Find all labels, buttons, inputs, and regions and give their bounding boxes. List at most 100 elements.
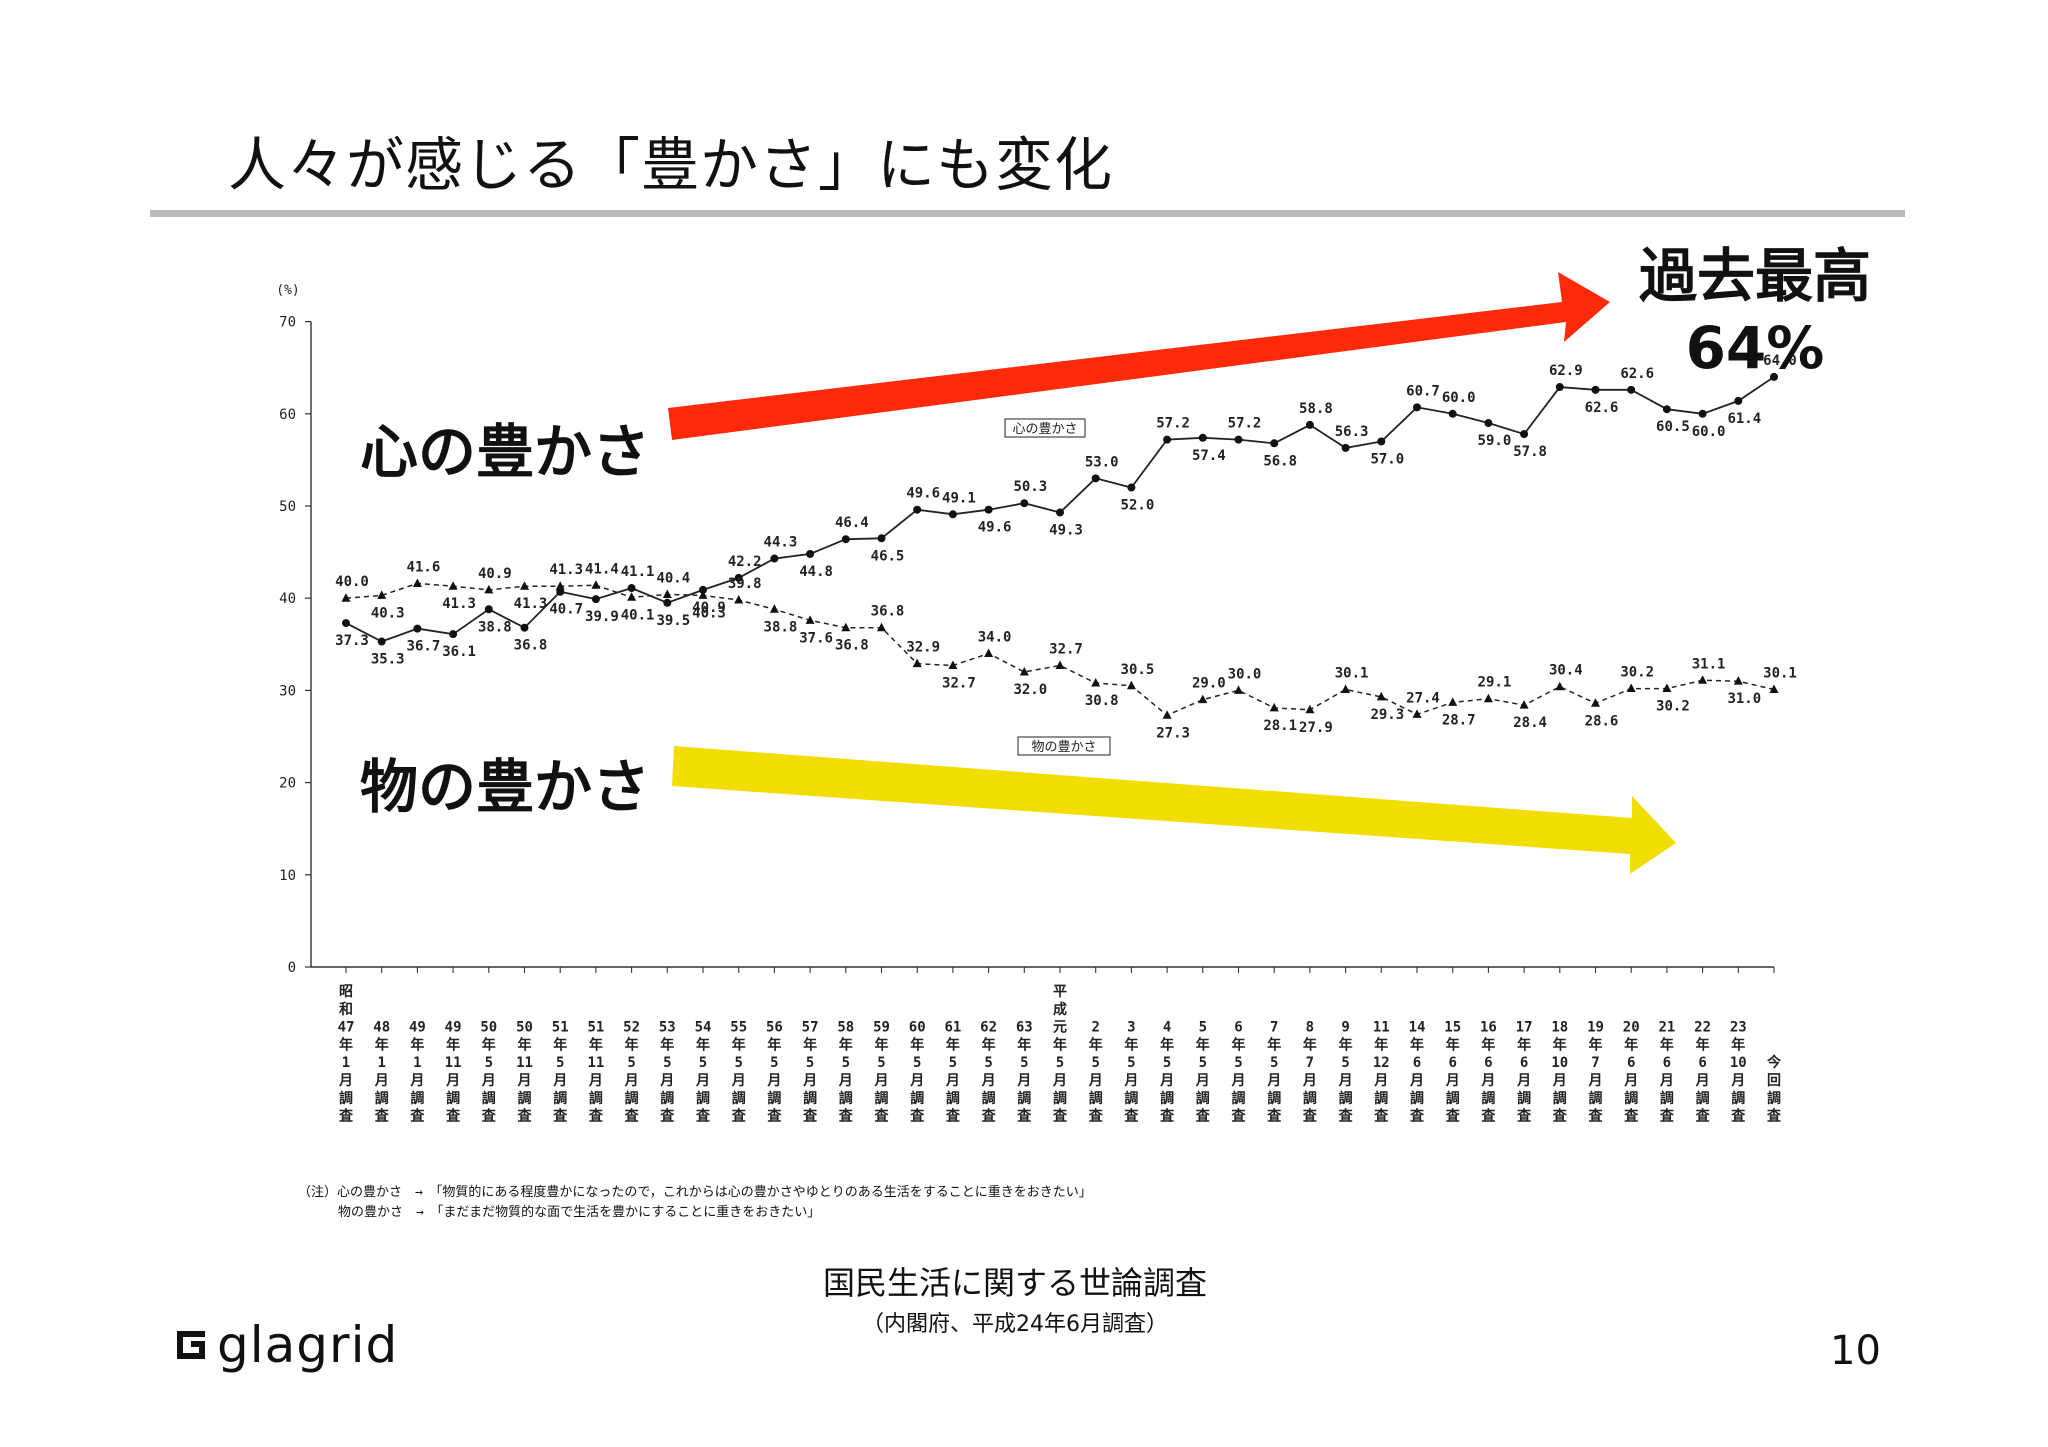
heart-richness-point <box>1163 435 1172 444</box>
company-logo: glagrid <box>175 1316 398 1374</box>
x-tick-label: 月 <box>1445 1073 1460 1089</box>
x-tick-label: 調 <box>1481 1090 1495 1107</box>
y-tick-label: 60 <box>279 407 296 423</box>
x-tick-label: 2 <box>1091 1020 1099 1036</box>
y-tick-label: 20 <box>279 776 296 792</box>
x-tick-label: 査 <box>1339 1108 1354 1125</box>
heart-richness-data-label: 56.3 <box>1335 424 1369 440</box>
heart-richness-data-label: 56.8 <box>1263 453 1297 469</box>
heart-richness-data-label: 57.0 <box>1370 451 1404 467</box>
x-tick-label: 年 <box>696 1036 710 1053</box>
x-tick-label: 調 <box>696 1090 710 1107</box>
x-tick-label: 年 <box>1660 1036 1674 1053</box>
goods-richness-point <box>412 578 422 587</box>
x-tick-label: 7 <box>1270 1020 1278 1036</box>
x-tick-label: 調 <box>732 1090 746 1107</box>
heart-richness-data-label: 38.8 <box>478 619 512 635</box>
heart-richness-data-label: 35.3 <box>371 652 405 668</box>
heart-richness-point <box>770 554 779 563</box>
x-tick-label: 調 <box>1267 1090 1281 1107</box>
x-tick-label: 月 <box>659 1073 674 1089</box>
heart-richness-point <box>520 623 529 632</box>
goods-richness-data-label: 30.1 <box>1763 665 1797 681</box>
x-tick-label: 年 <box>767 1036 781 1053</box>
goods-richness-point <box>984 648 994 658</box>
x-tick-label: 調 <box>1303 1090 1317 1107</box>
goods-richness-point <box>1126 680 1136 690</box>
x-tick-label: 調 <box>518 1090 532 1107</box>
x-tick-label: 査 <box>910 1108 925 1125</box>
goods-richness-point <box>1269 702 1279 712</box>
x-tick-label: 調 <box>839 1090 853 1107</box>
heart-richness-point <box>1734 396 1743 405</box>
x-tick-label: 元 <box>1053 1020 1067 1036</box>
heart-richness-point <box>1484 419 1493 428</box>
x-tick-label: 6 <box>1520 1055 1528 1071</box>
x-tick-label: 査 <box>339 1108 354 1125</box>
x-tick-label: 年 <box>1481 1036 1495 1053</box>
heart-richness-point <box>484 605 493 614</box>
x-tick-label: 月 <box>552 1073 567 1089</box>
x-tick-label: 査 <box>1303 1108 1318 1125</box>
logo-mark-icon <box>177 1331 205 1359</box>
x-tick-label: 5 <box>1020 1055 1028 1071</box>
y-tick-label: 50 <box>279 499 296 515</box>
x-tick-label: 月 <box>731 1073 746 1089</box>
x-tick-label: 成 <box>1053 1001 1067 1018</box>
x-tick-label: 月 <box>802 1073 817 1089</box>
x-tick-label: 月 <box>1659 1073 1674 1089</box>
x-tick-label: 調 <box>660 1090 674 1107</box>
x-tick-label: 調 <box>446 1090 460 1107</box>
heart-richness-point <box>1020 499 1029 508</box>
heart-richness-data-label: 57.8 <box>1513 444 1547 460</box>
source-subtitle: （内閣府、平成24年6月調査） <box>862 1312 1168 1337</box>
goods-richness-data-label: 40.3 <box>371 605 405 621</box>
x-tick-label: 年 <box>1517 1036 1531 1053</box>
x-tick-label: 月 <box>1266 1073 1281 1089</box>
x-tick-label: 年 <box>1089 1036 1103 1053</box>
note-line-1: （注）心の豊かさ → 「物質的にある程度豊かになったので，これからは心の豊かさや… <box>298 1185 1092 1200</box>
x-tick-label: 5 <box>485 1055 493 1071</box>
x-tick-label: 56 <box>766 1020 783 1036</box>
x-tick-label: 年 <box>1267 1036 1281 1053</box>
x-tick-label: 調 <box>410 1090 424 1107</box>
heart-richness-point <box>1305 420 1314 429</box>
x-tick-label: 調 <box>1017 1090 1031 1107</box>
x-tick-label: 年 <box>1053 1036 1067 1053</box>
goods-richness-point <box>1626 683 1636 693</box>
x-tick-label: 査 <box>1481 1108 1496 1125</box>
goods-richness-point <box>627 592 637 601</box>
x-tick-label: 年 <box>1446 1036 1460 1053</box>
x-tick-label: 5 <box>984 1055 992 1071</box>
x-tick-label: 5 <box>949 1055 957 1071</box>
x-tick-label: 調 <box>803 1090 817 1107</box>
x-tick-label: 年 <box>982 1036 996 1053</box>
goods-richness-point <box>912 658 922 668</box>
x-tick-label: 16 <box>1480 1020 1497 1036</box>
goods-richness-point <box>1234 685 1243 694</box>
x-tick-label: 調 <box>767 1090 781 1107</box>
x-tick-label: 6 <box>1698 1055 1706 1071</box>
x-tick-label: 月 <box>1730 1073 1745 1089</box>
heart-richness-point <box>984 505 993 514</box>
x-tick-label: 月 <box>1338 1073 1353 1089</box>
heart-richness-point <box>1520 430 1529 439</box>
heart-richness-data-label: 60.0 <box>1442 390 1476 406</box>
heart-richness-data-label: 49.3 <box>1049 522 1083 538</box>
x-tick-label: 調 <box>553 1090 567 1107</box>
x-tick-label: 12 <box>1373 1055 1390 1071</box>
goods-legend-label: 物の豊かさ <box>1031 740 1096 755</box>
x-tick-label: 4 <box>1163 1020 1171 1036</box>
x-tick-label: 和 <box>339 1002 353 1018</box>
heart-richness-data-label: 49.6 <box>978 520 1012 536</box>
x-tick-label: 54 <box>695 1020 712 1036</box>
goods-richness-data-label: 34.0 <box>978 630 1012 646</box>
goods-richness-data-label: 28.7 <box>1442 712 1476 728</box>
heart-trend-arrow <box>668 272 1610 440</box>
goods-richness-point <box>1162 710 1172 719</box>
x-tick-label: 月 <box>695 1073 710 1089</box>
x-tick-label: 月 <box>909 1073 924 1089</box>
x-tick-label: 17 <box>1516 1020 1533 1036</box>
x-tick-label: 調 <box>1339 1090 1353 1107</box>
x-tick-label: 調 <box>1589 1090 1603 1107</box>
